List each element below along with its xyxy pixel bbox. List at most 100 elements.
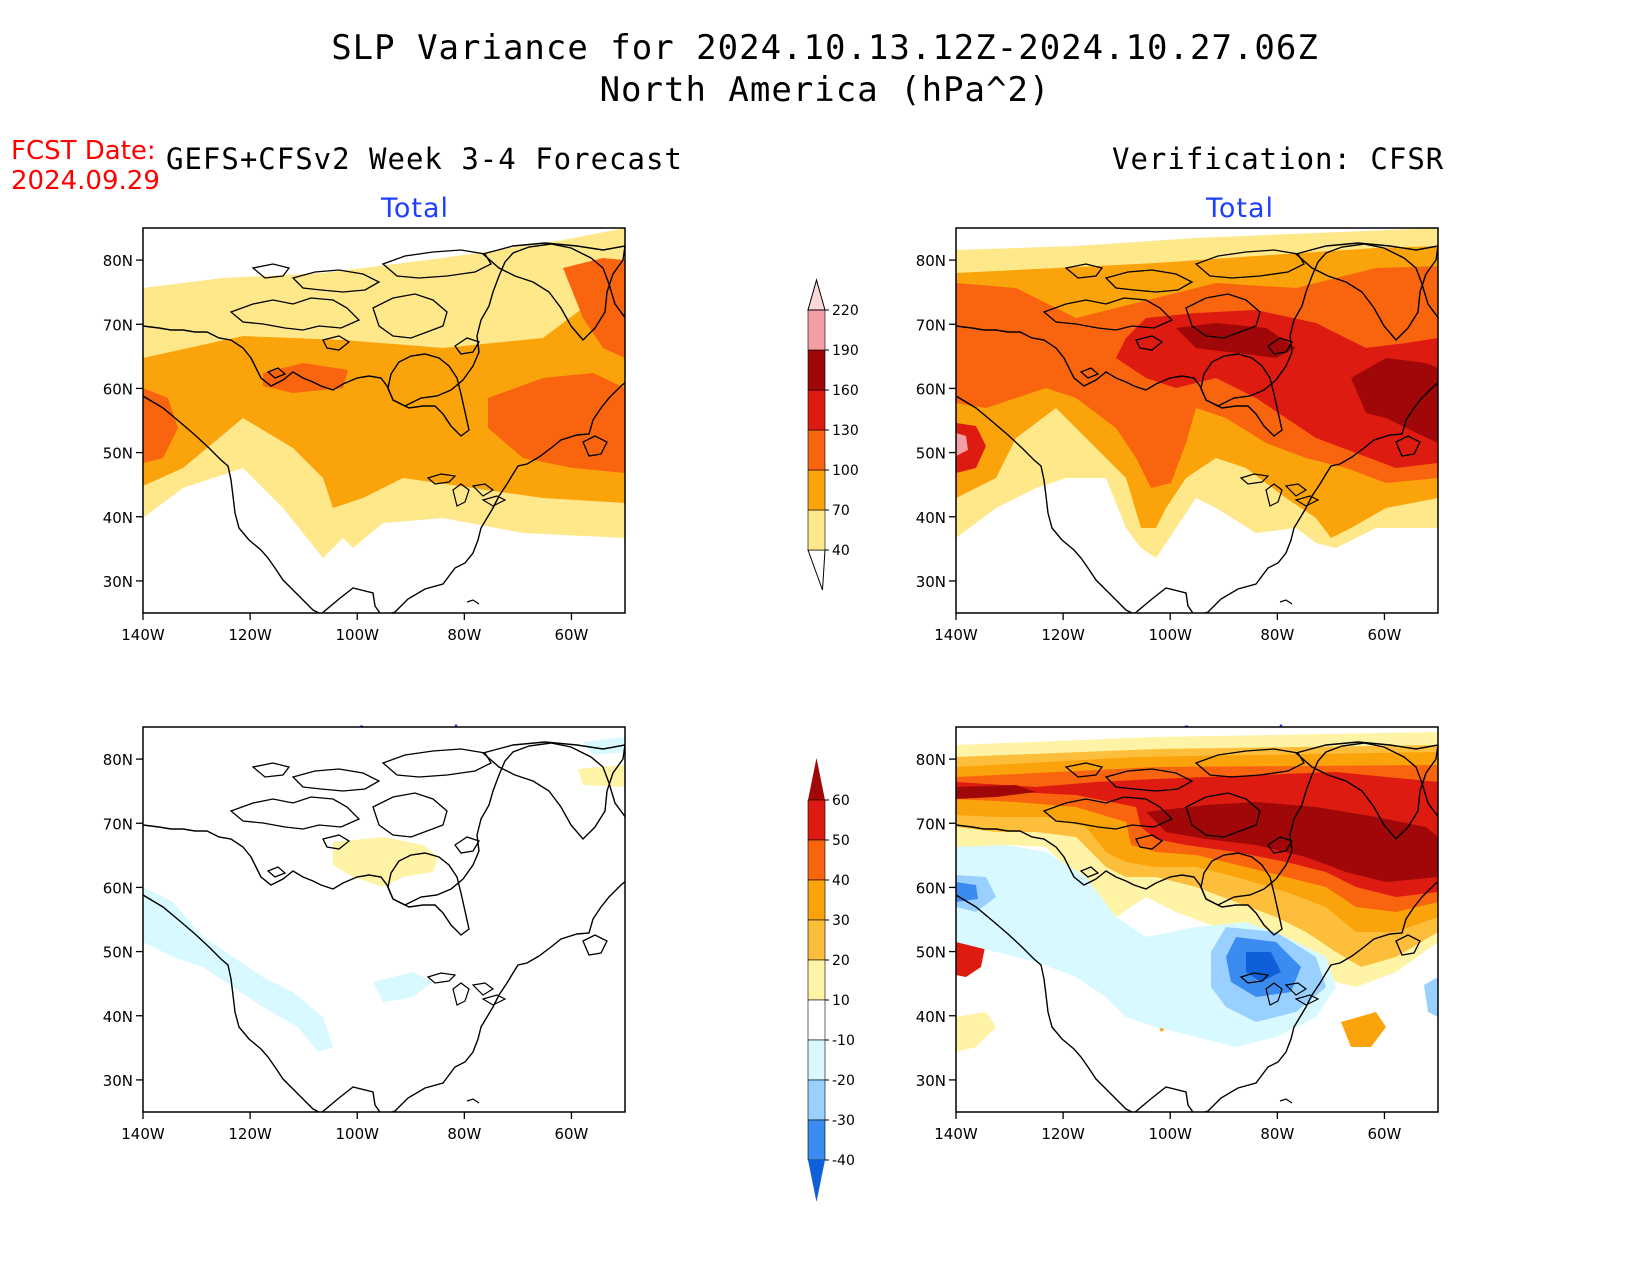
lat-tick-label: 70N	[916, 316, 946, 334]
lat-tick-label: 50N	[916, 445, 946, 463]
colorbar-level-label: -40	[832, 1153, 855, 1169]
map-fcst-anomaly	[142, 726, 626, 1113]
colorbar-level-label: 160	[832, 383, 859, 399]
lat-tick-label: 50N	[103, 445, 133, 463]
contour-minus10-center	[373, 972, 433, 1002]
colorbar-swatch	[807, 469, 826, 511]
contour-minus20-east	[1424, 977, 1438, 1017]
lon-tick-label: 140W	[121, 1125, 165, 1143]
colorbar-level-label: -30	[832, 1113, 855, 1129]
contour-minus40	[1246, 952, 1281, 982]
colorbar-swatch	[807, 309, 826, 351]
colorbar-level-label: 190	[832, 343, 859, 359]
colorbar-swatch	[807, 429, 826, 471]
forecast-date-value: 2024.09.29	[11, 166, 160, 196]
colorbar-level-label: -10	[832, 1033, 855, 1049]
lon-tick-label: 120W	[1041, 1125, 1085, 1143]
lon-tick-label: 60W	[1367, 1125, 1401, 1143]
lat-tick-label: 70N	[103, 815, 133, 833]
contour-70	[143, 288, 625, 508]
colorbar-level-label: 20	[832, 953, 850, 969]
colorbar-level-label: 70	[832, 503, 850, 519]
colorbar-level-label: 220	[832, 303, 859, 319]
axes-layer: 140W 120W 100W 80W 60W 80N 70N 60N 50N 40N 30N 140W…	[103, 252, 1402, 1143]
lat-tick-label: 30N	[103, 1072, 133, 1090]
forecast-header: GEFS+CFSv2 Week 3-4 Forecast	[166, 142, 683, 176]
lat-tick-label: 80N	[916, 751, 946, 769]
colorbar-swatch	[807, 919, 826, 961]
verification-header: Verification: CFSR	[1112, 142, 1445, 176]
lat-tick-label: 60N	[916, 879, 946, 897]
contour-10-pos-east	[578, 765, 625, 787]
colorbar-over-triangle	[807, 278, 826, 311]
colorbar-swatch	[807, 1039, 826, 1081]
colorbar-level-label: 10	[832, 993, 850, 1009]
contour-60-west	[956, 785, 1036, 799]
contour-100-center	[263, 363, 348, 393]
lon-tick-label: 80W	[447, 1125, 481, 1143]
lon-tick-label: 80W	[1260, 1125, 1294, 1143]
contour-130	[1116, 310, 1438, 468]
contour-minus10	[143, 887, 333, 1052]
lat-tick-label: 80N	[103, 252, 133, 270]
contour-100	[488, 373, 625, 473]
panel-title-ver-total: Total	[1205, 193, 1275, 224]
lon-tick-label: 140W	[121, 626, 165, 644]
lon-tick-label: 60W	[554, 1125, 588, 1143]
lon-tick-label: 100W	[1148, 1125, 1192, 1143]
lon-tick-label: 60W	[1367, 626, 1401, 644]
lat-tick-label: 40N	[916, 1008, 946, 1026]
lat-tick-label: 30N	[916, 573, 946, 591]
colorbar-level-label: 30	[832, 913, 850, 929]
lat-tick-label: 80N	[916, 252, 946, 270]
forecast-date-label: FCST Date:	[11, 136, 156, 166]
contour-100-west	[143, 388, 178, 463]
lat-tick-label: 70N	[103, 316, 133, 334]
colorbar-swatch	[807, 1119, 826, 1161]
colorbar-level-label: 100	[832, 463, 859, 479]
colorbar-level-label: 130	[832, 423, 859, 439]
contour-minus10-ne	[583, 737, 625, 755]
colorbar-swatch	[807, 509, 826, 551]
colorbar-under-triangle	[807, 549, 826, 591]
colorbar-anomaly: 60 50 40 30 20 10 -10 -20 -30 -40	[807, 758, 855, 1202]
colorbar-level-label: 60	[832, 793, 850, 809]
lat-tick-label: 30N	[916, 1072, 946, 1090]
contour-minus30-west	[956, 882, 978, 902]
lat-tick-label: 70N	[916, 815, 946, 833]
colorbar-swatch	[807, 799, 826, 841]
lat-tick-label: 40N	[103, 509, 133, 527]
lat-tick-label: 50N	[103, 944, 133, 962]
contour-160-east	[1351, 358, 1438, 443]
colorbar-swatch	[807, 839, 826, 881]
colorbar-level-label: 40	[832, 543, 850, 559]
lon-tick-label: 120W	[1041, 626, 1085, 644]
lat-tick-label: 30N	[103, 573, 133, 591]
panel-title-fcst-total: Total	[380, 193, 450, 224]
lon-tick-label: 140W	[934, 626, 978, 644]
colorbar-swatch	[807, 349, 826, 391]
figure-title-line2: North America (hPa^2)	[599, 70, 1051, 110]
map-ver-total	[955, 227, 1439, 614]
colorbar-swatch	[807, 959, 826, 1001]
lat-tick-label: 80N	[103, 751, 133, 769]
lon-tick-label: 60W	[554, 626, 588, 644]
lon-tick-label: 120W	[228, 1125, 272, 1143]
lon-tick-label: 80W	[447, 626, 481, 644]
colorbar-level-label: 50	[832, 833, 850, 849]
lat-tick-label: 40N	[916, 509, 946, 527]
colorbar-swatch	[807, 879, 826, 921]
lat-tick-label: 60N	[103, 879, 133, 897]
colorbar-swatch	[807, 999, 826, 1041]
lon-tick-label: 120W	[228, 626, 272, 644]
lon-tick-label: 140W	[934, 1125, 978, 1143]
contour-160	[1176, 323, 1296, 358]
lon-tick-label: 100W	[1148, 626, 1192, 644]
map-ver-anomaly	[955, 726, 1439, 1113]
lat-tick-label: 40N	[103, 1008, 133, 1026]
contour-10-pos	[333, 837, 438, 887]
lat-tick-label: 60N	[916, 380, 946, 398]
contour-190-west	[956, 433, 968, 456]
contour-pos-sw	[956, 1012, 996, 1052]
